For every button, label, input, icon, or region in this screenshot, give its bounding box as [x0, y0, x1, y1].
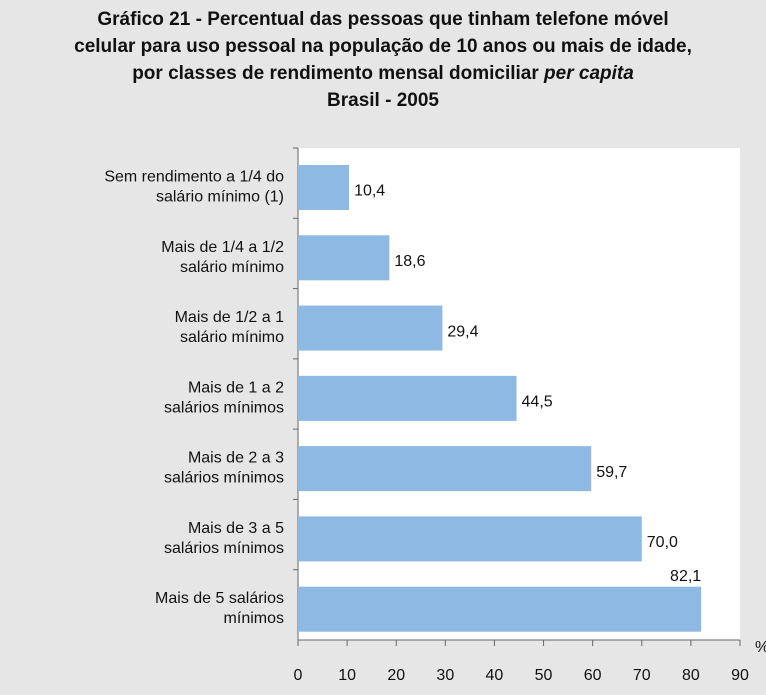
- value-label: 59,7: [596, 464, 627, 481]
- y-tick-label-line: salário mínimo (1): [156, 189, 284, 206]
- chart-title-part: por classes de rendimento mensal domicil…: [132, 63, 539, 84]
- value-label: 70,0: [647, 534, 678, 551]
- y-tick-label: Mais de 5 salários mínimos: [155, 590, 284, 627]
- x-tick-label: 10: [338, 667, 356, 684]
- y-tick-label-line: salário mínimo: [180, 329, 284, 346]
- y-tick-label: Mais de 1/4 a 1/2 salário mínimo: [161, 239, 284, 276]
- bar: [298, 235, 390, 281]
- y-tick-label-line: Mais de 2 a 3: [188, 450, 284, 467]
- bar: [298, 305, 443, 351]
- x-tick-label: 20: [387, 667, 405, 684]
- x-tick-label: 0: [294, 667, 303, 684]
- unit-label: %: [755, 639, 766, 656]
- y-tick-label-line: mínimos: [224, 610, 284, 627]
- value-label: 82,1: [670, 568, 701, 585]
- y-tick-label-line: salários mínimos: [164, 400, 284, 417]
- y-tick-label: Mais de 1 a 2 salários mínimos: [164, 380, 284, 417]
- x-tick-label: 50: [535, 667, 553, 684]
- chart-title: Gráfico 21 - Percentual das pessoas que …: [97, 9, 668, 30]
- chart-title: por classes de rendimento mensal domicil…: [132, 63, 634, 84]
- x-tick-label: 80: [682, 667, 700, 684]
- bar: [298, 375, 517, 421]
- y-tick-label: Mais de 2 a 3 salários mínimos: [164, 450, 284, 487]
- chart-title-emphasis: per capita: [543, 63, 634, 84]
- y-tick-label-line: salários mínimos: [164, 470, 284, 487]
- value-label: 10,4: [354, 183, 385, 200]
- y-tick-label-line: Mais de 3 a 5: [188, 520, 284, 537]
- y-tick-label-line: Mais de 5 salários: [155, 590, 284, 607]
- y-tick-label: Mais de 3 a 5 salários mínimos: [164, 520, 284, 557]
- y-tick-label-line: salários mínimos: [164, 540, 284, 557]
- y-tick-label: Sem rendimento a 1/4 do salário mínimo (1…: [104, 169, 284, 206]
- y-tick-label-line: salário mínimo: [180, 259, 284, 276]
- y-tick-label-line: Mais de 1 a 2: [188, 380, 284, 397]
- bar: [298, 446, 592, 492]
- x-tick-label: 40: [486, 667, 504, 684]
- bar: [298, 516, 642, 562]
- value-label: 44,5: [522, 394, 553, 411]
- bar: [298, 165, 350, 210]
- x-tick-label: 70: [633, 667, 651, 684]
- y-tick-label-line: Sem rendimento a 1/4 do: [104, 169, 284, 186]
- x-tick-label: 90: [731, 667, 749, 684]
- value-label: 18,6: [394, 253, 425, 270]
- y-tick-label-line: Mais de 1/4 a 1/2: [161, 239, 284, 256]
- bar: [298, 586, 702, 632]
- value-label: 29,4: [447, 323, 478, 340]
- x-tick-label: 30: [436, 667, 454, 684]
- chart-title: celular para uso pessoal na população de…: [74, 36, 692, 57]
- y-tick-label: Mais de 1/2 a 1 salário mínimo: [175, 309, 285, 346]
- y-tick-label-line: Mais de 1/2 a 1: [175, 309, 285, 326]
- chart-title: Brasil - 2005: [327, 90, 439, 111]
- x-tick-label: 60: [584, 667, 602, 684]
